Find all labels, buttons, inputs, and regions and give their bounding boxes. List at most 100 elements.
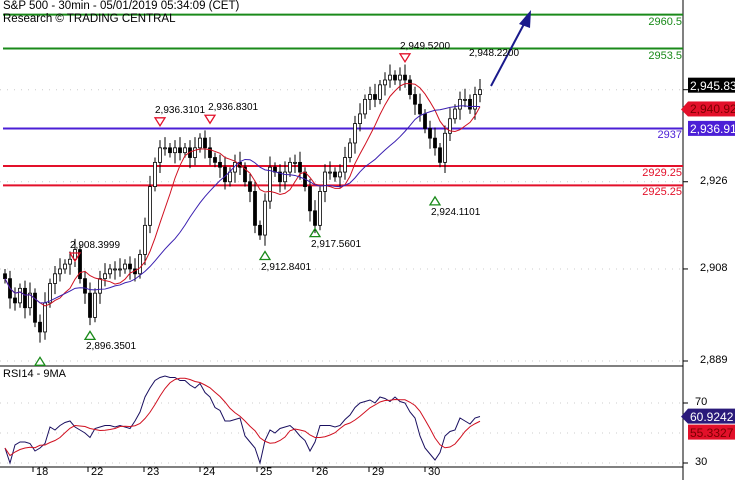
candle-body (448, 118, 452, 134)
candle-body (423, 113, 427, 129)
candle-body (228, 171, 232, 183)
candle-body (363, 98, 367, 115)
candle-body (403, 74, 407, 81)
ma-slow-line (4, 105, 481, 304)
candle-body (73, 249, 77, 260)
swing-low-marker (308, 227, 322, 238)
candle-body (208, 147, 212, 158)
candle-body (478, 89, 482, 95)
candle-body (153, 161, 157, 187)
swing-low-label: 2,917.5601 (311, 238, 362, 250)
candle-body (223, 166, 227, 183)
x-tick-label: 18 (36, 466, 49, 478)
swing-high-label: 2,949.5200 (400, 40, 451, 52)
ma-fast-line (4, 83, 481, 307)
candle-body (138, 254, 142, 275)
candle-body (278, 171, 282, 183)
candle-body (38, 321, 42, 333)
swing-high-marker (153, 117, 167, 128)
candle-body (283, 171, 287, 183)
candle-body (268, 166, 272, 202)
candle-body (343, 157, 347, 173)
swing-high-marker (203, 114, 217, 125)
candle-body (428, 128, 432, 139)
candle-body (13, 297, 17, 304)
candle-body (258, 224, 262, 236)
candle-body (408, 79, 412, 95)
x-tick-label: 26 (316, 466, 329, 478)
candle-body (353, 123, 357, 144)
rsi-y-tick-label: 70 (695, 396, 708, 408)
candle-body (23, 287, 27, 309)
swing-low-label: 2,896.3501 (86, 341, 137, 353)
price-tag-label: 2,945.83 (690, 78, 735, 93)
swing-high-label: 2,936.3101 (155, 104, 206, 116)
candle-body (198, 137, 202, 149)
candle-body (453, 108, 457, 120)
candle-body (373, 94, 377, 100)
swing-low-marker (428, 195, 442, 206)
candle-body (168, 147, 172, 154)
rsi-y-tick-label: 30 (695, 456, 708, 468)
x-tick-label: 25 (260, 466, 273, 478)
x-tick-label: 23 (147, 466, 160, 478)
candle-body (323, 171, 327, 192)
candle-body (203, 137, 207, 149)
candle-body (383, 79, 387, 86)
forecast-arrow-head-icon (519, 10, 531, 28)
x-tick-label: 24 (203, 466, 216, 478)
candle-body (298, 161, 302, 173)
candle-body (178, 147, 182, 154)
candle-body (468, 98, 472, 110)
candle-body (88, 292, 92, 318)
candle-body (348, 142, 352, 158)
level-label: 2960.5 (648, 15, 682, 28)
chart-title: S&P 500 - 30min - 05/01/2019 05:34:09 (C… (3, 0, 240, 12)
candle-body (413, 94, 417, 105)
candle-body (398, 74, 402, 81)
rsi-line (4, 375, 481, 465)
candle-body (78, 249, 82, 280)
candle-body (358, 113, 362, 125)
price-tag (688, 77, 735, 93)
candle-body (148, 186, 152, 226)
candle-body (3, 273, 7, 280)
price-tag-label: 2,936.91 (690, 121, 735, 136)
price-tag (688, 120, 735, 136)
candle-body (418, 103, 422, 115)
candle-body (113, 268, 117, 271)
level-label: 2929.25 (642, 167, 682, 179)
annotation-label: 2,948.2200 (469, 48, 520, 59)
candle-body (53, 273, 57, 284)
swing-low-label: 2,924.1101 (431, 206, 481, 218)
candle-body (108, 268, 112, 275)
candle-body (103, 273, 107, 280)
price-tag (681, 101, 735, 117)
candle-body (313, 210, 317, 226)
candle-body (248, 181, 252, 192)
price-tag-label: 2,940.92 (690, 102, 735, 117)
candle-body (293, 161, 297, 164)
candle-body (388, 74, 392, 81)
candle-body (183, 147, 187, 154)
swing-low-marker (33, 356, 47, 366)
swing-high-marker (68, 252, 82, 263)
candle-body (443, 132, 447, 163)
candle-body (158, 147, 162, 163)
candle-body (458, 98, 462, 110)
candle-body (288, 161, 292, 173)
swing-high-marker (398, 53, 412, 64)
candle-body (368, 94, 372, 100)
candle-body (263, 200, 267, 236)
candle-body (83, 278, 87, 294)
swing-low-marker (258, 250, 272, 261)
candle-body (433, 137, 437, 149)
candle-body (98, 278, 102, 294)
candle-body (173, 147, 177, 154)
swing-low-marker (83, 330, 97, 341)
candle-body (128, 263, 132, 270)
candle-body (463, 98, 467, 101)
x-tick-label: 30 (428, 466, 441, 478)
candle-body (378, 84, 382, 100)
